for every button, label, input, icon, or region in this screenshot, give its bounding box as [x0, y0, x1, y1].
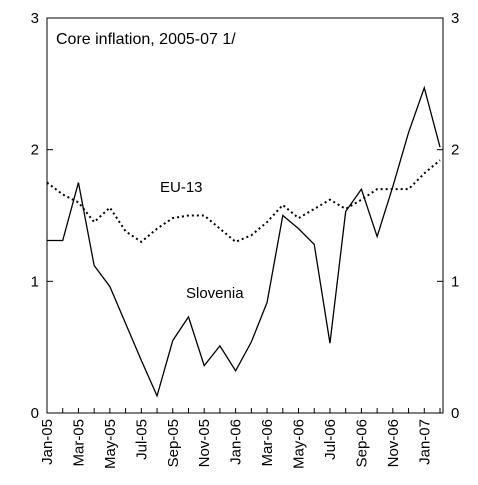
series-label: EU-13 [160, 179, 203, 196]
x-tick-label: Nov-05 [196, 419, 213, 467]
series-line [47, 85, 441, 398]
x-tick-label: Nov-06 [385, 419, 402, 467]
y2-tick-label: 2 [451, 142, 459, 159]
series-label: Slovenia [186, 285, 244, 302]
y-tick-label: 0 [31, 405, 39, 422]
x-tick-label: Jul-05 [133, 419, 150, 460]
x-tick-label: Jan-07 [416, 419, 433, 465]
x-tick-label: Mar-06 [259, 419, 276, 467]
plot-frame [46, 17, 444, 414]
y2-tick-label: 1 [451, 273, 459, 290]
x-tick-label: May-05 [102, 419, 119, 469]
x-tick-label: Mar-05 [70, 419, 87, 467]
y2-tick-label: 0 [451, 405, 459, 422]
chart-title: Core inflation, 2005-07 1/ [56, 31, 236, 48]
x-tick-label: May-06 [291, 419, 308, 469]
y2-tick-label: 3 [451, 10, 459, 27]
x-tick-label: Jan-05 [39, 419, 56, 465]
y-tick-label: 3 [31, 10, 39, 27]
y-tick-label: 2 [31, 142, 39, 159]
series-line [46, 159, 441, 244]
y-tick-label: 1 [31, 273, 39, 290]
x-tick-label: Jul-06 [322, 419, 339, 460]
x-tick-label: Jan-06 [228, 419, 245, 465]
x-tick-label: Sep-05 [165, 419, 182, 467]
x-tick-label: Sep-06 [353, 419, 370, 467]
